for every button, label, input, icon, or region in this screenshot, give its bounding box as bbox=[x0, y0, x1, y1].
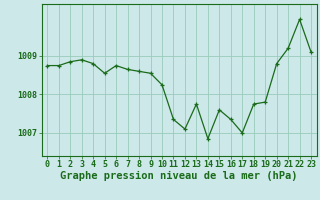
X-axis label: Graphe pression niveau de la mer (hPa): Graphe pression niveau de la mer (hPa) bbox=[60, 171, 298, 181]
